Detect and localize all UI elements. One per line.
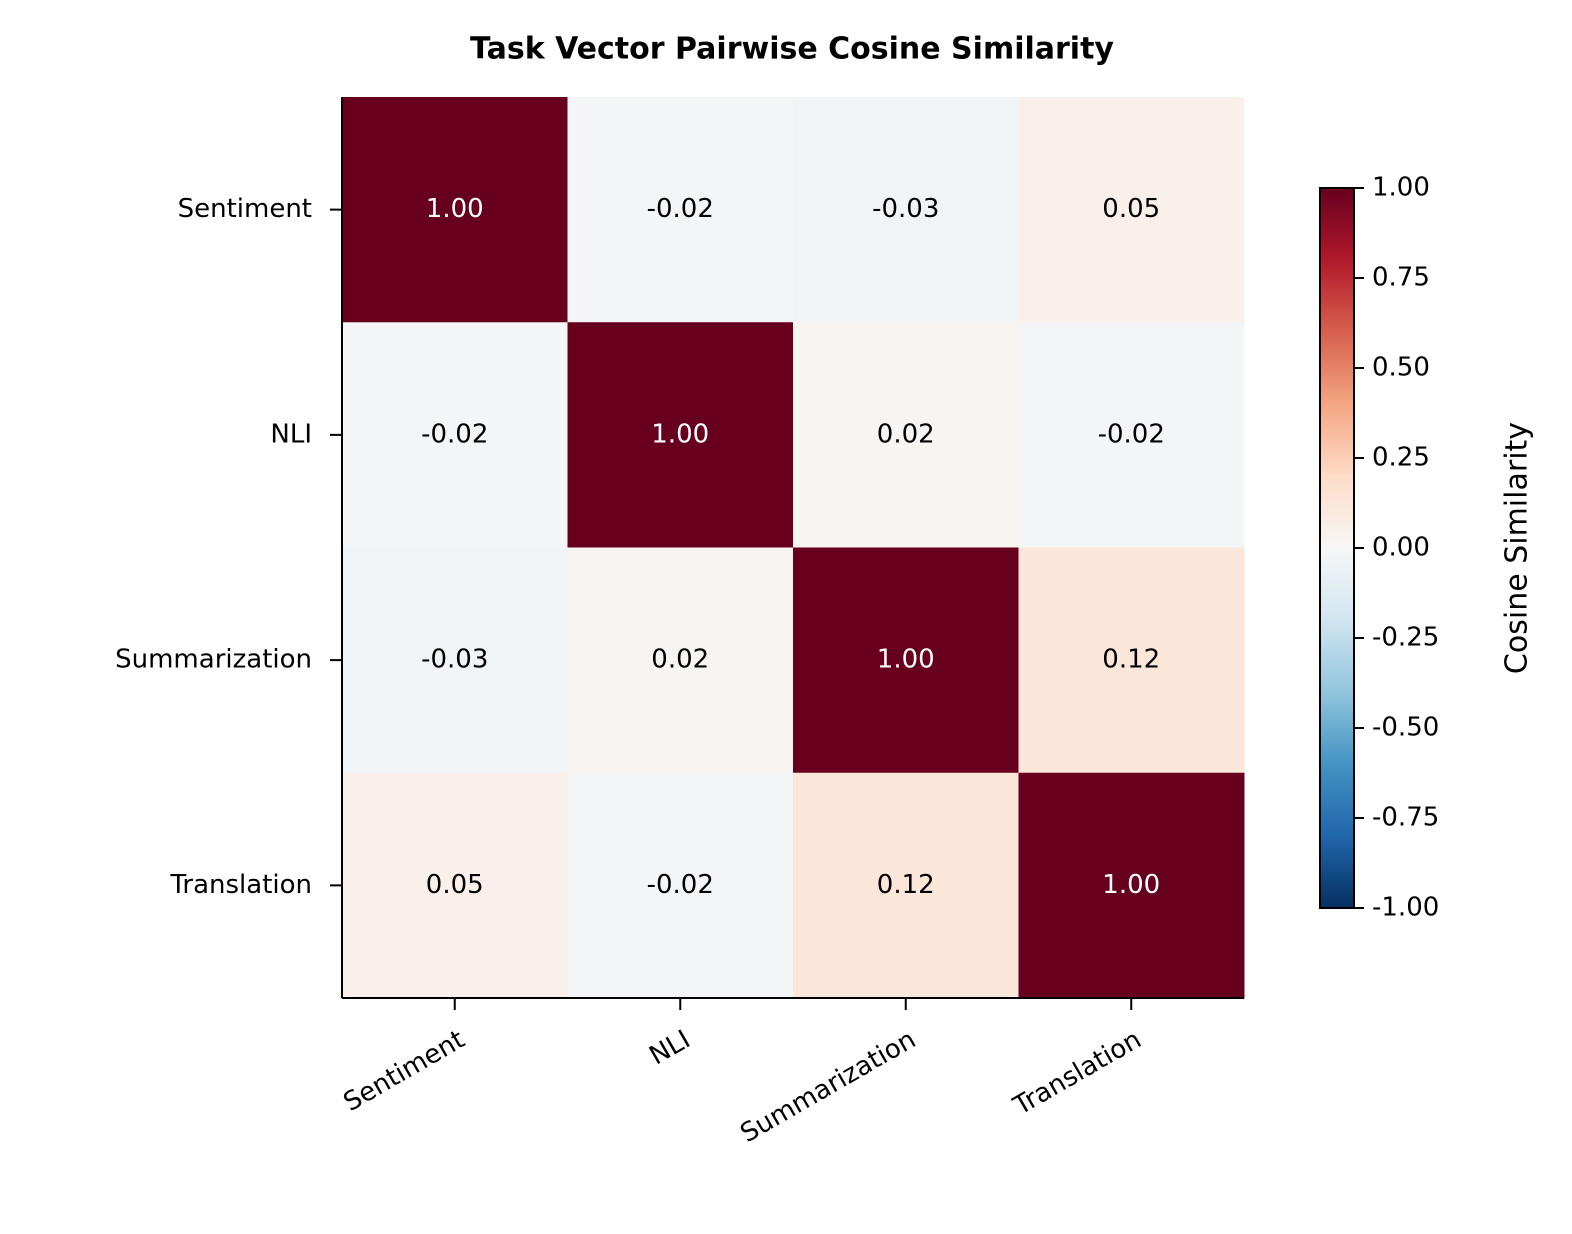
- heatmap-cell: [342, 772, 568, 999]
- colorbar-tick-label: -0.50: [1372, 713, 1439, 743]
- chart-title: Task Vector Pairwise Cosine Similarity: [470, 32, 1114, 67]
- cell-label: 0.05: [1102, 194, 1160, 224]
- x-tick-label: Summarization: [736, 1025, 921, 1149]
- heatmap-cell: [1018, 97, 1245, 323]
- cell-label: -0.02: [1098, 419, 1165, 449]
- cell-label: 0.12: [877, 870, 935, 900]
- heatmap-cell: [1018, 772, 1245, 999]
- x-tick-label: NLI: [644, 1025, 695, 1072]
- colorbar-tick-label: 0.25: [1372, 443, 1430, 473]
- cell-label: 0.12: [1102, 645, 1160, 675]
- heatmap-cell: [793, 322, 1019, 548]
- colorbar-tick-label: -0.75: [1372, 803, 1439, 833]
- cell-label: -0.03: [872, 194, 939, 224]
- y-tick-label: Translation: [169, 870, 312, 900]
- heatmap-cell: [342, 547, 568, 774]
- heatmap-cell: [1018, 547, 1245, 774]
- x-tick-label: Translation: [1008, 1025, 1147, 1122]
- heatmap-cell: [567, 772, 794, 999]
- heatmap-cell: [1018, 322, 1245, 548]
- colorbar-tick-label: 0.00: [1372, 533, 1430, 563]
- y-tick-label: Summarization: [115, 645, 312, 675]
- heatmap-cell: [567, 547, 794, 774]
- heatmap-cell: [793, 97, 1019, 323]
- colorbar-tick-label: -0.25: [1372, 623, 1439, 653]
- heatmap-cell: [793, 772, 1019, 999]
- cell-label: -0.03: [421, 645, 488, 675]
- cell-label: -0.02: [647, 870, 714, 900]
- y-tick-label: Sentiment: [178, 194, 312, 224]
- cell-label: -0.02: [647, 194, 714, 224]
- heatmap-cell: [793, 547, 1019, 774]
- colorbar-tick-label: -1.00: [1372, 893, 1439, 923]
- colorbar-tick-label: 0.75: [1372, 263, 1430, 293]
- x-tick-label: Sentiment: [339, 1025, 470, 1118]
- cell-label: 1.00: [426, 194, 484, 224]
- cell-label: 0.05: [426, 870, 484, 900]
- cell-label: 0.02: [651, 645, 709, 675]
- colorbar: [1319, 187, 1355, 909]
- heatmap-cell: [567, 97, 794, 323]
- cell-label: 1.00: [1102, 870, 1160, 900]
- heatmap-cell: [567, 322, 794, 548]
- y-tick-label: NLI: [270, 419, 312, 449]
- cell-label: 1.00: [877, 645, 935, 675]
- colorbar-tick-label: 1.00: [1372, 173, 1430, 203]
- cell-label: 0.02: [877, 419, 935, 449]
- colorbar-tick-label: 0.50: [1372, 353, 1430, 383]
- cell-label: 1.00: [651, 419, 709, 449]
- heatmap-cell: [342, 97, 568, 323]
- colorbar-label: Cosine Similarity: [1500, 422, 1535, 674]
- cell-label: -0.02: [421, 419, 488, 449]
- heatmap-cell: [342, 322, 568, 548]
